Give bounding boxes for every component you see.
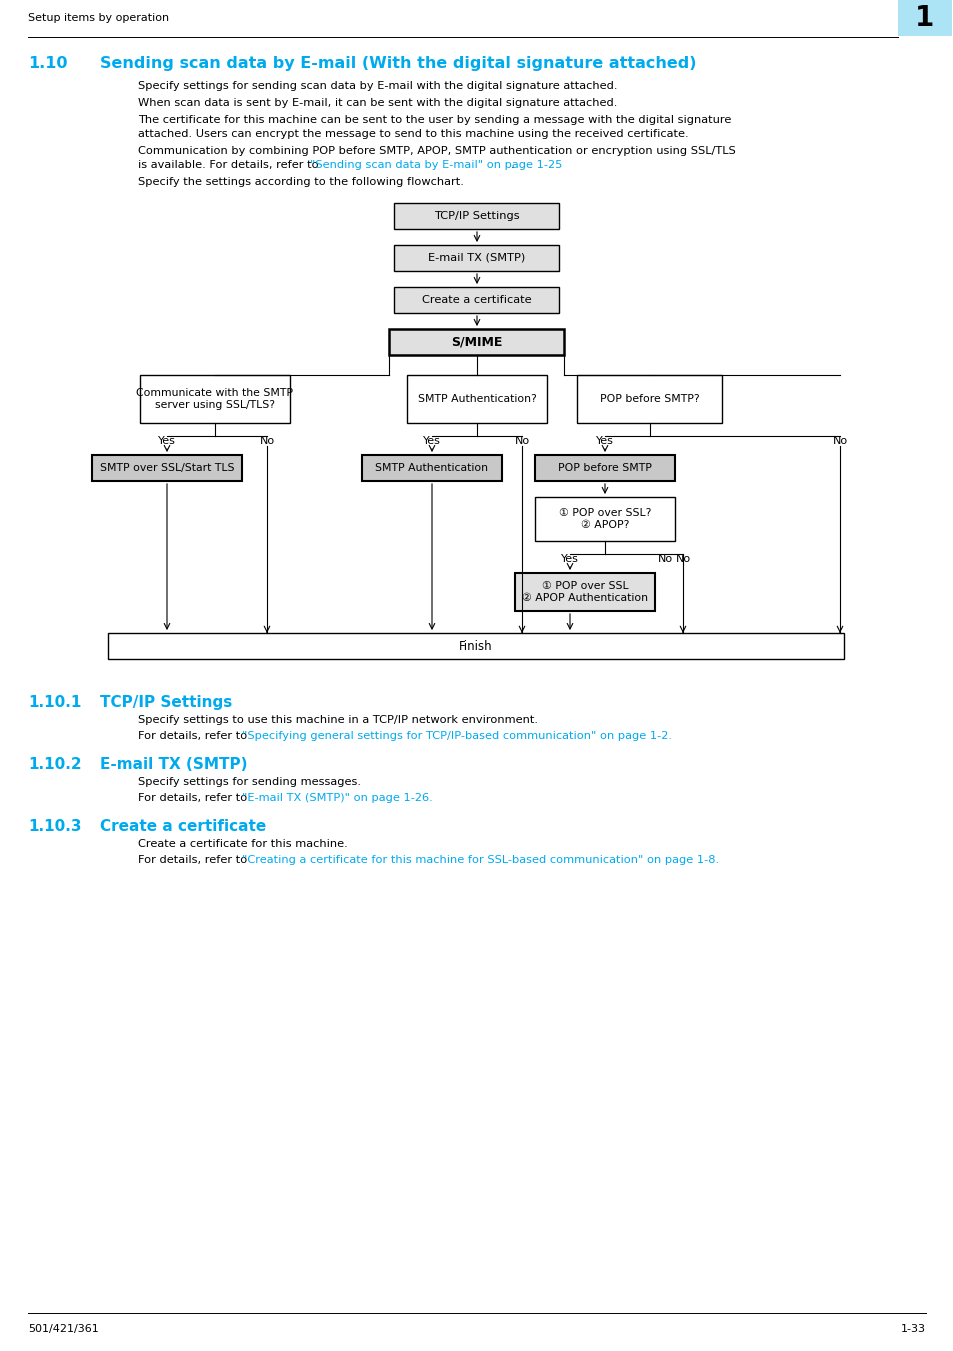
Bar xyxy=(577,376,721,423)
Text: Yes: Yes xyxy=(596,436,614,446)
Bar xyxy=(361,455,501,481)
Text: Specify settings to use this machine in a TCP/IP network environment.: Specify settings to use this machine in … xyxy=(138,715,537,725)
Text: SMTP Authentication: SMTP Authentication xyxy=(375,463,488,473)
Text: No: No xyxy=(675,554,690,563)
Text: 1: 1 xyxy=(915,4,934,32)
Text: S/MIME: S/MIME xyxy=(451,335,502,349)
Text: POP before SMTP: POP before SMTP xyxy=(558,463,651,473)
Text: Create a certificate for this machine.: Create a certificate for this machine. xyxy=(138,839,348,848)
Text: Specify settings for sending scan data by E-mail with the digital signature atta: Specify settings for sending scan data b… xyxy=(138,81,617,91)
Bar xyxy=(395,286,558,313)
Text: Yes: Yes xyxy=(158,436,175,446)
Text: ① POP over SSL
② APOP Authentication: ① POP over SSL ② APOP Authentication xyxy=(521,581,647,603)
Bar xyxy=(108,634,843,659)
Text: No: No xyxy=(832,436,846,446)
Bar xyxy=(515,573,655,611)
Text: No: No xyxy=(514,436,529,446)
Bar xyxy=(535,497,675,540)
Text: Create a certificate: Create a certificate xyxy=(100,819,266,834)
Text: Communication by combining POP before SMTP, APOP, SMTP authentication or encrypt: Communication by combining POP before SM… xyxy=(138,146,735,155)
Bar xyxy=(535,455,675,481)
Text: Communicate with the SMTP
server using SSL/TLS?: Communicate with the SMTP server using S… xyxy=(136,388,294,411)
Text: SMTP over SSL/Start TLS: SMTP over SSL/Start TLS xyxy=(100,463,234,473)
Text: Sending scan data by E-mail (With the digital signature attached): Sending scan data by E-mail (With the di… xyxy=(100,55,696,72)
Text: "E-mail TX (SMTP)" on page 1-26.: "E-mail TX (SMTP)" on page 1-26. xyxy=(242,793,432,802)
Text: POP before SMTP?: POP before SMTP? xyxy=(599,394,700,404)
Text: For details, refer to: For details, refer to xyxy=(138,731,251,740)
Text: 501/421/361: 501/421/361 xyxy=(28,1324,99,1333)
Text: Finish: Finish xyxy=(458,639,493,653)
Text: 1.10.1: 1.10.1 xyxy=(28,694,81,711)
Text: "Sending scan data by E-mail" on page 1-25: "Sending scan data by E-mail" on page 1-… xyxy=(310,159,562,170)
Bar xyxy=(897,0,951,36)
Text: 1-33: 1-33 xyxy=(900,1324,925,1333)
Text: For details, refer to: For details, refer to xyxy=(138,855,251,865)
Text: SMTP Authentication?: SMTP Authentication? xyxy=(417,394,536,404)
Text: The certificate for this machine can be sent to the user by sending a message wi: The certificate for this machine can be … xyxy=(138,115,731,126)
Text: TCP/IP Settings: TCP/IP Settings xyxy=(100,694,232,711)
Text: "Creating a certificate for this machine for SSL-based communication" on page 1-: "Creating a certificate for this machine… xyxy=(242,855,719,865)
Text: Specify the settings according to the following flowchart.: Specify the settings according to the fo… xyxy=(138,177,463,186)
Bar xyxy=(91,455,242,481)
Text: 1.10.2: 1.10.2 xyxy=(28,757,82,771)
Text: For details, refer to: For details, refer to xyxy=(138,793,251,802)
Text: E-mail TX (SMTP): E-mail TX (SMTP) xyxy=(428,253,525,263)
Text: "Specifying general settings for TCP/IP-based communication" on page 1-2.: "Specifying general settings for TCP/IP-… xyxy=(242,731,671,740)
Bar xyxy=(140,376,290,423)
Bar xyxy=(395,203,558,230)
Text: is available. For details, refer to: is available. For details, refer to xyxy=(138,159,322,170)
Bar xyxy=(407,376,546,423)
Text: TCP/IP Settings: TCP/IP Settings xyxy=(434,211,519,222)
Text: Yes: Yes xyxy=(422,436,440,446)
Text: .: . xyxy=(510,159,514,170)
Text: Create a certificate: Create a certificate xyxy=(422,295,531,305)
Bar xyxy=(389,330,564,355)
Text: When scan data is sent by E-mail, it can be sent with the digital signature atta: When scan data is sent by E-mail, it can… xyxy=(138,99,617,108)
Text: Setup items by operation: Setup items by operation xyxy=(28,14,169,23)
Bar xyxy=(395,245,558,272)
Text: No: No xyxy=(657,554,672,563)
Text: Yes: Yes xyxy=(560,554,578,563)
Text: 1.10.3: 1.10.3 xyxy=(28,819,81,834)
Text: 1.10: 1.10 xyxy=(28,55,68,72)
Text: Specify settings for sending messages.: Specify settings for sending messages. xyxy=(138,777,360,788)
Text: No: No xyxy=(259,436,274,446)
Text: ① POP over SSL?
② APOP?: ① POP over SSL? ② APOP? xyxy=(558,508,651,530)
Text: attached. Users can encrypt the message to send to this machine using the receiv: attached. Users can encrypt the message … xyxy=(138,128,688,139)
Text: E-mail TX (SMTP): E-mail TX (SMTP) xyxy=(100,757,247,771)
